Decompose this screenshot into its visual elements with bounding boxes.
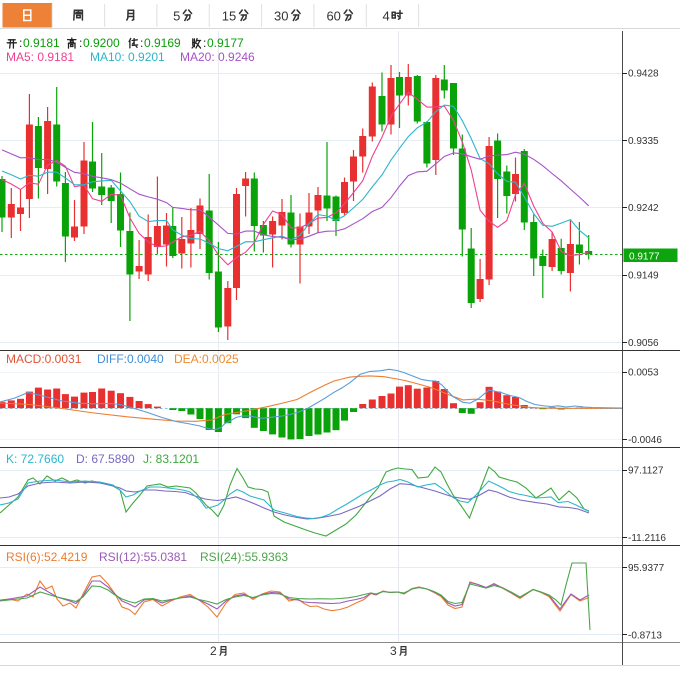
svg-text:0.9335: 0.9335 bbox=[628, 136, 659, 147]
svg-text:0.9177: 0.9177 bbox=[207, 36, 244, 50]
svg-text:D: 67.5890: D: 67.5890 bbox=[76, 452, 135, 466]
svg-text:30: 30 bbox=[274, 9, 288, 24]
svg-text:RSI(12):55.0381: RSI(12):55.0381 bbox=[99, 550, 187, 564]
svg-text:DIFF:0.0040: DIFF:0.0040 bbox=[97, 352, 164, 366]
svg-text:15: 15 bbox=[222, 9, 236, 24]
svg-text:0.9242: 0.9242 bbox=[628, 203, 659, 214]
svg-text:95.9377: 95.9377 bbox=[628, 563, 665, 574]
svg-text:RSI(24):55.9363: RSI(24):55.9363 bbox=[200, 550, 288, 564]
svg-text::: : bbox=[203, 36, 206, 50]
svg-text:MA10: 0.9201: MA10: 0.9201 bbox=[90, 50, 165, 64]
svg-text:97.1127: 97.1127 bbox=[628, 466, 664, 477]
svg-text:-0.8713: -0.8713 bbox=[628, 630, 662, 641]
svg-text:4: 4 bbox=[383, 9, 390, 24]
svg-text:RSI(6):52.4219: RSI(6):52.4219 bbox=[6, 550, 88, 564]
svg-text:-0.0046: -0.0046 bbox=[628, 435, 662, 446]
svg-text:0.9149: 0.9149 bbox=[628, 271, 659, 282]
svg-text:2: 2 bbox=[210, 644, 217, 658]
svg-text:0.9181: 0.9181 bbox=[23, 36, 60, 50]
svg-text:0.0053: 0.0053 bbox=[628, 368, 659, 379]
svg-text::: : bbox=[19, 36, 22, 50]
svg-text:DEA:0.0025: DEA:0.0025 bbox=[174, 352, 239, 366]
svg-text:K: 72.7660: K: 72.7660 bbox=[6, 452, 64, 466]
svg-text:MA20: 0.9246: MA20: 0.9246 bbox=[180, 50, 255, 64]
svg-text::: : bbox=[79, 36, 82, 50]
svg-text:MA5: 0.9181: MA5: 0.9181 bbox=[6, 50, 74, 64]
svg-text:J: 83.1201: J: 83.1201 bbox=[143, 452, 199, 466]
svg-text:MACD:0.0031: MACD:0.0031 bbox=[6, 352, 82, 366]
svg-text:60: 60 bbox=[326, 9, 340, 24]
svg-text:0.9428: 0.9428 bbox=[628, 69, 659, 80]
svg-text:0.9200: 0.9200 bbox=[83, 36, 120, 50]
svg-text:5: 5 bbox=[173, 9, 180, 24]
svg-text:-11.2116: -11.2116 bbox=[628, 533, 666, 544]
svg-text:0.9169: 0.9169 bbox=[144, 36, 181, 50]
svg-text:3: 3 bbox=[390, 644, 397, 658]
svg-text:0.9056: 0.9056 bbox=[628, 338, 659, 349]
svg-text:0.9177: 0.9177 bbox=[629, 252, 660, 263]
svg-text::: : bbox=[140, 36, 143, 50]
